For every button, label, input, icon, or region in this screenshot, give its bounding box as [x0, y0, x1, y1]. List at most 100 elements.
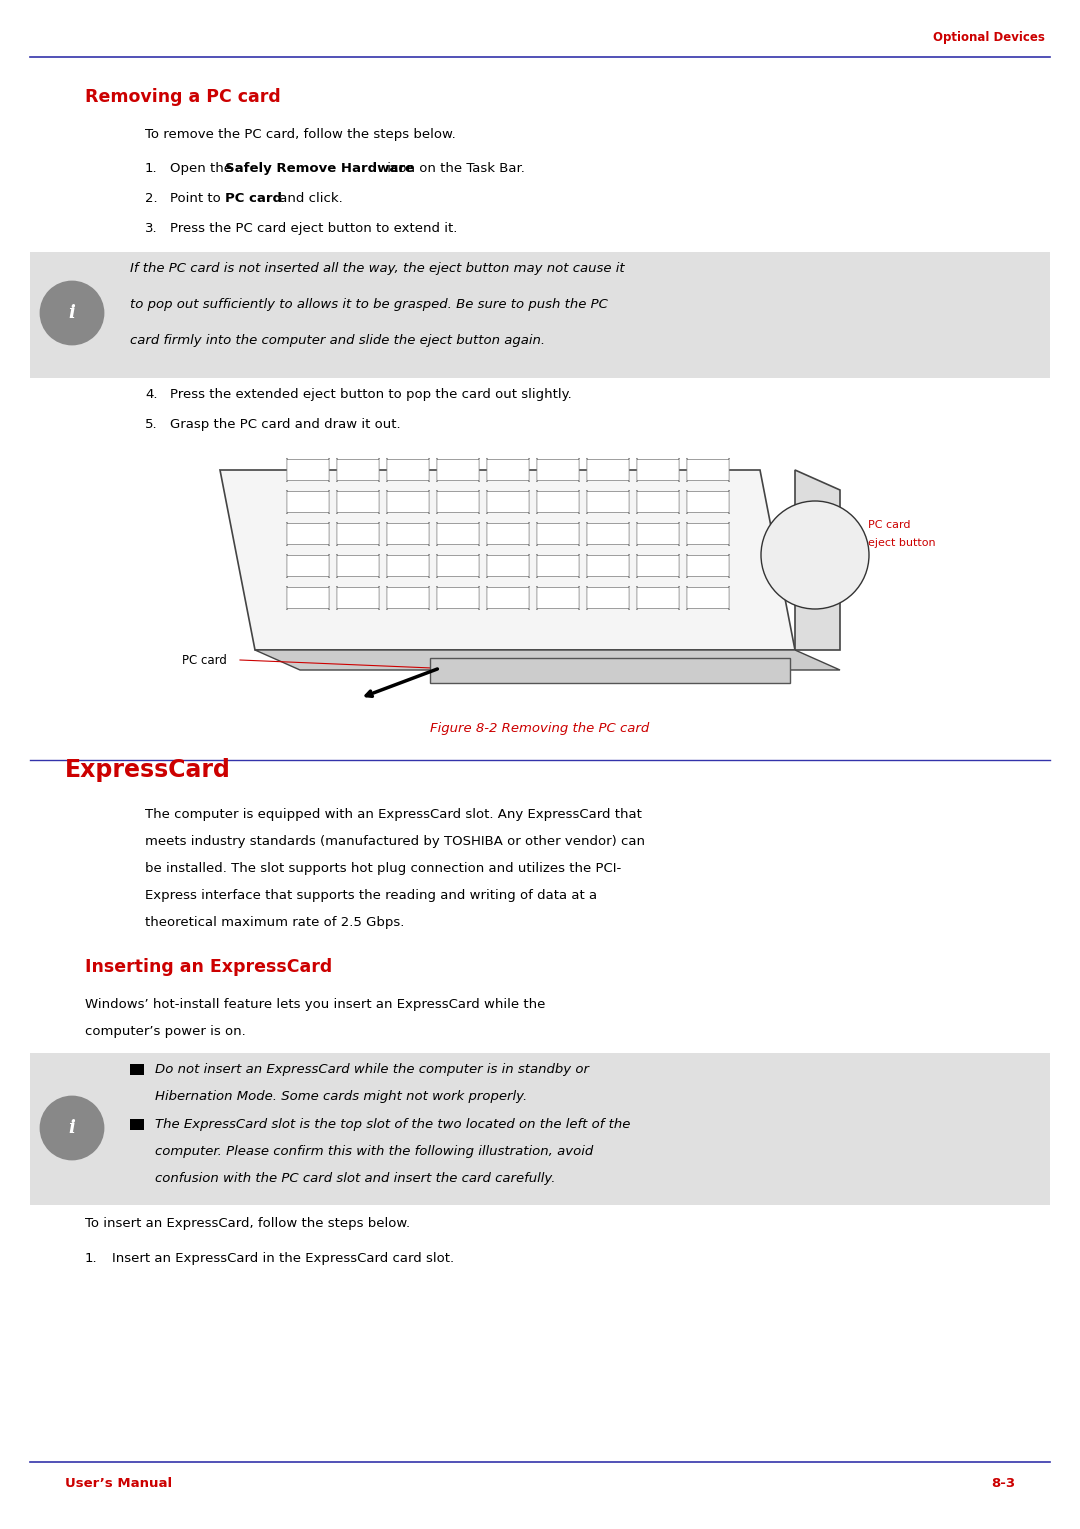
Text: Inserting an ExpressCard: Inserting an ExpressCard: [85, 959, 333, 976]
Polygon shape: [255, 650, 840, 670]
Text: Figure 8-2 Removing the PC card: Figure 8-2 Removing the PC card: [430, 722, 650, 735]
FancyBboxPatch shape: [437, 586, 480, 610]
Text: 8-3: 8-3: [990, 1477, 1015, 1489]
FancyBboxPatch shape: [687, 459, 729, 482]
Text: PC card: PC card: [225, 193, 282, 205]
FancyBboxPatch shape: [586, 459, 629, 482]
Ellipse shape: [761, 502, 869, 609]
Polygon shape: [430, 657, 789, 683]
FancyBboxPatch shape: [30, 1053, 1050, 1205]
Text: icon on the Task Bar.: icon on the Task Bar.: [383, 162, 525, 174]
FancyBboxPatch shape: [687, 586, 729, 610]
Text: computer. Please confirm this with the following illustration, avoid: computer. Please confirm this with the f…: [156, 1145, 593, 1157]
Polygon shape: [795, 469, 840, 650]
Text: and click.: and click.: [275, 193, 343, 205]
Text: Do not insert an ExpressCard while the computer is in standby or: Do not insert an ExpressCard while the c…: [156, 1063, 589, 1076]
Text: To remove the PC card, follow the steps below.: To remove the PC card, follow the steps …: [145, 128, 456, 141]
FancyBboxPatch shape: [487, 459, 529, 482]
FancyBboxPatch shape: [287, 489, 329, 514]
FancyBboxPatch shape: [586, 586, 629, 610]
Text: User’s Manual: User’s Manual: [65, 1477, 172, 1489]
Text: Express interface that supports the reading and writing of data at a: Express interface that supports the read…: [145, 888, 597, 902]
FancyBboxPatch shape: [687, 521, 729, 546]
FancyBboxPatch shape: [637, 521, 679, 546]
FancyBboxPatch shape: [637, 586, 679, 610]
FancyBboxPatch shape: [437, 459, 480, 482]
FancyBboxPatch shape: [687, 553, 729, 578]
FancyBboxPatch shape: [287, 553, 329, 578]
FancyBboxPatch shape: [487, 586, 529, 610]
FancyBboxPatch shape: [387, 586, 429, 610]
Text: To insert an ExpressCard, follow the steps below.: To insert an ExpressCard, follow the ste…: [85, 1217, 410, 1229]
Text: Removing a PC card: Removing a PC card: [85, 89, 281, 106]
FancyBboxPatch shape: [287, 459, 329, 482]
Text: meets industry standards (manufactured by TOSHIBA or other vendor) can: meets industry standards (manufactured b…: [145, 835, 645, 849]
Text: be installed. The slot supports hot plug connection and utilizes the PCI-: be installed. The slot supports hot plug…: [145, 862, 621, 875]
FancyBboxPatch shape: [687, 489, 729, 514]
Text: PC card: PC card: [868, 520, 910, 531]
Text: 2.: 2.: [145, 193, 158, 205]
Text: If the PC card is not inserted all the way, the eject button may not cause it: If the PC card is not inserted all the w…: [130, 261, 624, 275]
Text: eject button: eject button: [868, 538, 935, 547]
FancyBboxPatch shape: [130, 1064, 144, 1075]
Text: The computer is equipped with an ExpressCard slot. Any ExpressCard that: The computer is equipped with an Express…: [145, 807, 642, 821]
FancyBboxPatch shape: [437, 489, 480, 514]
Text: Point to: Point to: [170, 193, 225, 205]
Text: Insert an ExpressCard in the ExpressCard card slot.: Insert an ExpressCard in the ExpressCard…: [112, 1252, 454, 1264]
Text: Press the extended eject button to pop the card out slightly.: Press the extended eject button to pop t…: [170, 388, 571, 401]
Text: 1.: 1.: [145, 162, 158, 174]
FancyBboxPatch shape: [637, 553, 679, 578]
Ellipse shape: [40, 1096, 105, 1161]
FancyBboxPatch shape: [637, 459, 679, 482]
Text: 5.: 5.: [145, 417, 158, 431]
Text: 4.: 4.: [145, 388, 158, 401]
FancyBboxPatch shape: [30, 252, 1050, 378]
FancyBboxPatch shape: [387, 553, 429, 578]
Text: Safely Remove Hardware: Safely Remove Hardware: [225, 162, 414, 174]
Text: card firmly into the computer and slide the eject button again.: card firmly into the computer and slide …: [130, 333, 545, 347]
Ellipse shape: [40, 281, 105, 346]
Polygon shape: [220, 469, 795, 650]
Text: ExpressCard: ExpressCard: [65, 758, 231, 781]
FancyBboxPatch shape: [437, 553, 480, 578]
Text: Optional Devices: Optional Devices: [933, 32, 1045, 44]
FancyBboxPatch shape: [487, 521, 529, 546]
FancyBboxPatch shape: [487, 553, 529, 578]
FancyBboxPatch shape: [337, 521, 379, 546]
FancyBboxPatch shape: [487, 489, 529, 514]
FancyBboxPatch shape: [586, 521, 629, 546]
FancyBboxPatch shape: [586, 553, 629, 578]
Text: i: i: [68, 304, 76, 323]
FancyBboxPatch shape: [287, 521, 329, 546]
Text: to pop out sufficiently to allows it to be grasped. Be sure to push the PC: to pop out sufficiently to allows it to …: [130, 298, 608, 310]
FancyBboxPatch shape: [337, 586, 379, 610]
FancyBboxPatch shape: [337, 489, 379, 514]
FancyBboxPatch shape: [537, 553, 579, 578]
FancyBboxPatch shape: [437, 521, 480, 546]
Text: Press the PC card eject button to extend it.: Press the PC card eject button to extend…: [170, 222, 457, 235]
FancyBboxPatch shape: [537, 586, 579, 610]
FancyBboxPatch shape: [537, 521, 579, 546]
Text: confusion with the PC card slot and insert the card carefully.: confusion with the PC card slot and inse…: [156, 1173, 555, 1185]
FancyBboxPatch shape: [586, 489, 629, 514]
Text: Grasp the PC card and draw it out.: Grasp the PC card and draw it out.: [170, 417, 401, 431]
Text: computer’s power is on.: computer’s power is on.: [85, 1024, 246, 1038]
FancyBboxPatch shape: [637, 489, 679, 514]
FancyBboxPatch shape: [537, 489, 579, 514]
Text: PC card: PC card: [183, 653, 227, 667]
FancyBboxPatch shape: [387, 521, 429, 546]
Text: Hibernation Mode. Some cards might not work properly.: Hibernation Mode. Some cards might not w…: [156, 1090, 527, 1102]
FancyBboxPatch shape: [287, 586, 329, 610]
Text: Windows’ hot-install feature lets you insert an ExpressCard while the: Windows’ hot-install feature lets you in…: [85, 998, 545, 1011]
Text: i: i: [68, 1119, 76, 1138]
FancyBboxPatch shape: [130, 1119, 144, 1130]
FancyBboxPatch shape: [537, 459, 579, 482]
Text: theoretical maximum rate of 2.5 Gbps.: theoretical maximum rate of 2.5 Gbps.: [145, 916, 404, 930]
Text: 3.: 3.: [145, 222, 158, 235]
Text: The ExpressCard slot is the top slot of the two located on the left of the: The ExpressCard slot is the top slot of …: [156, 1118, 631, 1131]
Text: Open the: Open the: [170, 162, 237, 174]
Text: 1.: 1.: [85, 1252, 97, 1264]
FancyBboxPatch shape: [337, 459, 379, 482]
FancyBboxPatch shape: [387, 459, 429, 482]
FancyBboxPatch shape: [387, 489, 429, 514]
